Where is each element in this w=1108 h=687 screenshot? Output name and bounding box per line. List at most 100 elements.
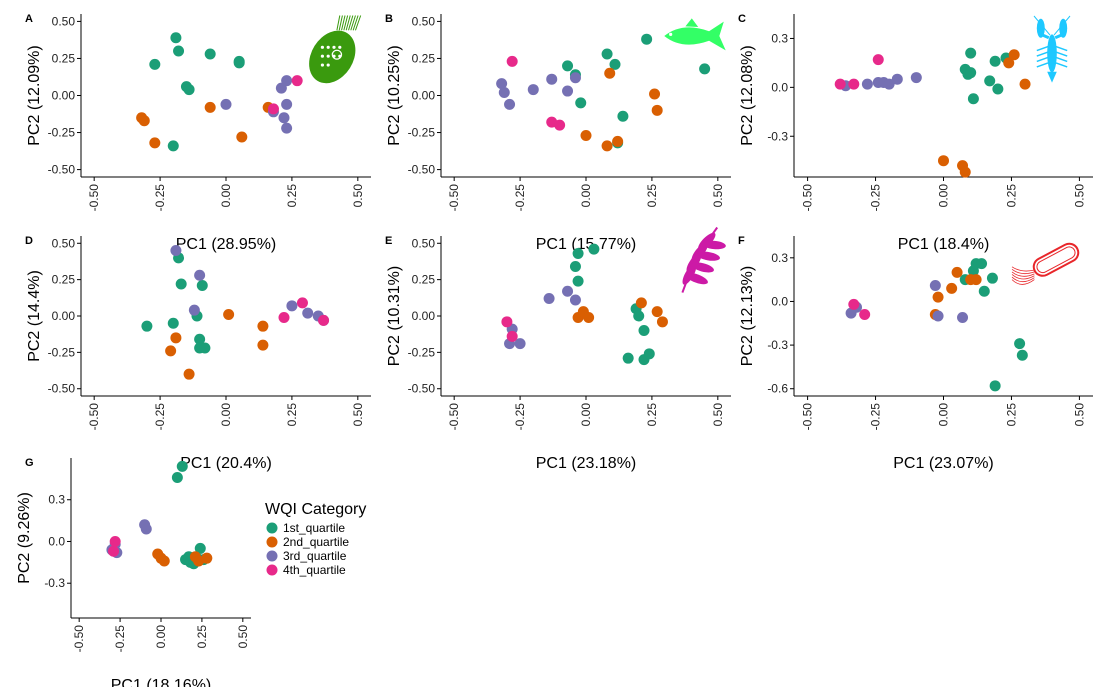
y-tick-label: -0.25 xyxy=(48,126,76,140)
x-tick-label: -0.50 xyxy=(447,403,461,431)
point-3rd-quartile xyxy=(504,98,516,110)
point-2nd-quartile xyxy=(951,266,963,278)
crayfish-icon xyxy=(1033,15,1071,83)
point-3rd-quartile xyxy=(861,78,873,90)
point-3rd-quartile xyxy=(281,75,293,87)
legend-title: WQI Category xyxy=(265,501,366,518)
point-4th-quartile xyxy=(848,298,860,310)
point-1st-quartile xyxy=(194,542,206,554)
point-1st-quartile xyxy=(171,471,183,483)
legend-swatch-3rd xyxy=(266,550,278,562)
x-tick-label: 0.00 xyxy=(579,184,593,208)
y-tick-label: -0.3 xyxy=(767,338,788,352)
point-4th-quartile xyxy=(554,119,566,131)
y-tick-label: 0.00 xyxy=(52,309,76,323)
point-1st-quartile xyxy=(638,325,650,337)
y-tick-label: 0.00 xyxy=(52,89,76,103)
point-2nd-quartile xyxy=(651,306,663,318)
point-3rd-quartile xyxy=(562,85,574,97)
point-3rd-quartile xyxy=(194,269,206,281)
point-2nd-quartile xyxy=(165,345,177,357)
point-1st-quartile xyxy=(562,60,574,72)
point-2nd-quartile xyxy=(201,552,213,564)
panel-d: D -0.50 -0.25 0.00 0.25 0.50 -0.50 -0.25 0.00 0.2… xyxy=(25,235,371,472)
x-tick-label: 0.00 xyxy=(219,403,233,427)
point-1st-quartile xyxy=(699,63,711,75)
legend-label-2nd: 2nd_quartile xyxy=(283,535,349,549)
point-4th-quartile xyxy=(859,309,871,321)
point-1st-quartile xyxy=(572,247,584,259)
x-tick-label: -0.50 xyxy=(72,625,86,653)
x-tick-label: -0.25 xyxy=(513,403,527,431)
legend-swatch-1st xyxy=(266,522,278,534)
point-3rd-quartile xyxy=(278,112,290,124)
point-3rd-quartile xyxy=(514,338,526,350)
x-tick-label: 0.00 xyxy=(937,403,951,427)
y-tick-label: 0.0 xyxy=(771,294,788,308)
panels-layer: A -0.50 -0.25 0.00 0.25 0.50 -0.50 -0.25 0.00 0.2… xyxy=(16,13,1093,687)
point-1st-quartile xyxy=(976,258,988,270)
point-3rd-quartile xyxy=(569,294,581,306)
point-1st-quartile xyxy=(641,33,653,45)
point-1st-quartile xyxy=(149,58,161,70)
x-tick-label: 0.25 xyxy=(285,184,299,208)
x-tick-label: -0.25 xyxy=(113,625,127,653)
panel-letter: E xyxy=(385,235,392,247)
point-1st-quartile xyxy=(978,285,990,297)
fish-icon xyxy=(664,18,726,51)
panel-f: F -0.6 -0.3 0.0 0.3 -0.50 -0.25 0.00 0.25 0.50 PC1… xyxy=(738,235,1093,472)
point-2nd-quartile xyxy=(204,101,216,113)
point-4th-quartile xyxy=(501,316,513,328)
point-2nd-quartile xyxy=(604,67,616,79)
point-2nd-quartile xyxy=(257,339,269,351)
x-tick-label: 0.00 xyxy=(154,625,168,649)
point-2nd-quartile xyxy=(601,140,613,152)
point-1st-quartile xyxy=(170,32,182,44)
panel-e: E -0.50 -0.25 0.00 0.25 0.50 -0.50 -0.25 0.00 0.2… xyxy=(385,226,731,472)
point-1st-quartile xyxy=(167,140,179,152)
point-1st-quartile xyxy=(609,58,621,70)
point-2nd-quartile xyxy=(257,320,269,332)
x-tick-label: 0.00 xyxy=(937,184,951,208)
point-2nd-quartile xyxy=(1008,49,1020,61)
point-1st-quartile xyxy=(633,310,645,322)
x-tick-label: 0.50 xyxy=(351,403,365,427)
point-3rd-quartile xyxy=(286,300,298,312)
y-axis-title: PC2 (10.31%) xyxy=(386,266,403,367)
x-tick-label: 0.00 xyxy=(219,184,233,208)
point-4th-quartile xyxy=(872,54,884,66)
ciliate-icon xyxy=(309,15,362,84)
point-3rd-quartile xyxy=(498,87,510,99)
point-1st-quartile xyxy=(175,278,187,290)
point-2nd-quartile xyxy=(656,316,668,328)
point-1st-quartile xyxy=(984,75,996,87)
panel-g: G -0.3 0.0 0.3 -0.50 -0.25 0.00 0.25 0.50 PC1 (18… xyxy=(16,457,251,687)
point-3rd-quartile xyxy=(932,310,944,322)
point-1st-quartile xyxy=(967,93,979,105)
legend-label-4th: 4th_quartile xyxy=(283,563,346,577)
x-tick-label: 0.25 xyxy=(1004,184,1018,208)
x-tick-label: -0.25 xyxy=(153,184,167,212)
panel-letter: A xyxy=(25,13,33,25)
point-1st-quartile xyxy=(173,45,185,57)
point-1st-quartile xyxy=(176,460,188,472)
y-axis-title: PC2 (14.4%) xyxy=(26,270,43,362)
legend-item-1st: 1st_quartile xyxy=(266,521,345,535)
point-1st-quartile xyxy=(194,333,206,345)
point-3rd-quartile xyxy=(546,73,558,85)
x-tick-label: 0.00 xyxy=(579,403,593,427)
panel-letter: B xyxy=(385,13,393,25)
y-tick-label: 0.50 xyxy=(412,14,436,28)
legend-label-1st: 1st_quartile xyxy=(283,521,345,535)
panel-letter: C xyxy=(738,13,746,25)
y-tick-label: -0.3 xyxy=(44,576,65,590)
x-tick-label: 0.50 xyxy=(351,184,365,208)
point-2nd-quartile xyxy=(149,137,161,149)
panel-letter: G xyxy=(25,457,34,469)
point-2nd-quartile xyxy=(938,155,949,167)
point-3rd-quartile xyxy=(281,122,293,134)
x-axis-title: PC1 (28.95%) xyxy=(176,236,277,253)
x-tick-label: 0.50 xyxy=(711,184,725,208)
y-tick-label: 0.00 xyxy=(412,89,436,103)
